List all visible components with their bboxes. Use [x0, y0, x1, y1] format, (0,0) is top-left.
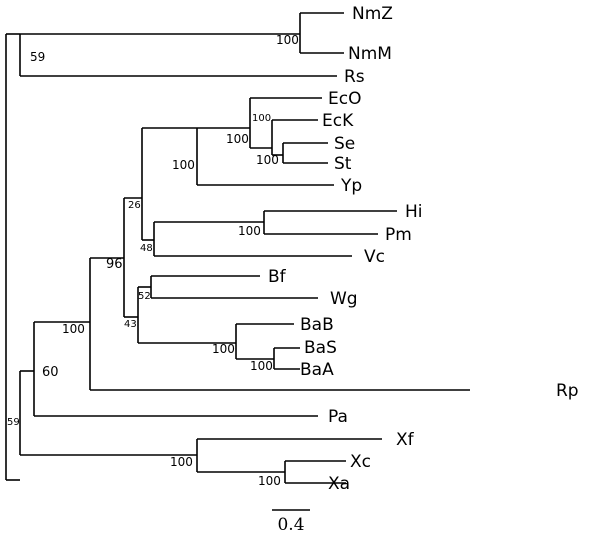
bootstrap-value: 100 [212, 342, 235, 356]
taxon-label: Yp [340, 176, 362, 196]
bootstrap-value: 59 [30, 50, 45, 64]
taxon-label: Bf [268, 267, 287, 287]
taxon-label: NmZ [352, 4, 393, 24]
taxon-label: EcO [328, 89, 361, 109]
bootstrap-value: 100 [276, 33, 299, 47]
bootstrap-value: 26 [128, 200, 141, 211]
taxon-label: Se [334, 134, 355, 154]
taxon-label: Pm [385, 225, 412, 245]
bootstrap-value: 100 [62, 322, 85, 336]
bootstrap-value: 96 [106, 257, 123, 272]
taxon-label: NmM [348, 44, 392, 64]
scale-bar: 0.4 [272, 509, 310, 535]
bootstrap-value: 100 [170, 455, 193, 469]
bootstrap-value: 43 [124, 319, 137, 330]
bootstrap-value: 100 [256, 153, 279, 167]
taxon-label: Wg [330, 289, 358, 309]
bootstrap-value: 100 [172, 158, 195, 172]
taxon-label: St [334, 154, 352, 174]
taxon-label: Vc [364, 247, 385, 267]
taxon-label: BaS [304, 338, 337, 358]
taxon-label: BaB [300, 315, 334, 335]
taxon-label: Xc [350, 452, 371, 472]
bootstrap-value: 60 [42, 365, 59, 380]
taxon-label: Rs [344, 67, 365, 87]
taxon-label: Rp [556, 381, 579, 401]
taxon-label: EcK [322, 111, 354, 131]
bootstrap-value: 100 [252, 113, 271, 124]
leaf-labels: NmZ NmM Rs EcO EcK Se St Yp Hi Pm Vc Bf … [268, 4, 579, 494]
bootstrap-value: 48 [140, 243, 153, 254]
bootstrap-value: 100 [238, 224, 261, 238]
bootstrap-value: 100 [250, 359, 273, 373]
scale-bar-label: 0.4 [277, 515, 304, 535]
bootstrap-value: 59 [7, 417, 20, 428]
taxon-label: BaA [300, 360, 334, 380]
tree-branches [5, 12, 470, 484]
taxon-label: Xf [396, 430, 415, 450]
taxon-label: Pa [328, 407, 348, 427]
support-values: 100 59 100 100 100 100 26 100 48 96 52 4… [7, 33, 299, 488]
bootstrap-value: 52 [138, 291, 151, 302]
bootstrap-value: 100 [258, 474, 281, 488]
bootstrap-value: 100 [226, 132, 249, 146]
taxon-label: Xa [328, 474, 350, 494]
taxon-label: Hi [405, 202, 423, 222]
